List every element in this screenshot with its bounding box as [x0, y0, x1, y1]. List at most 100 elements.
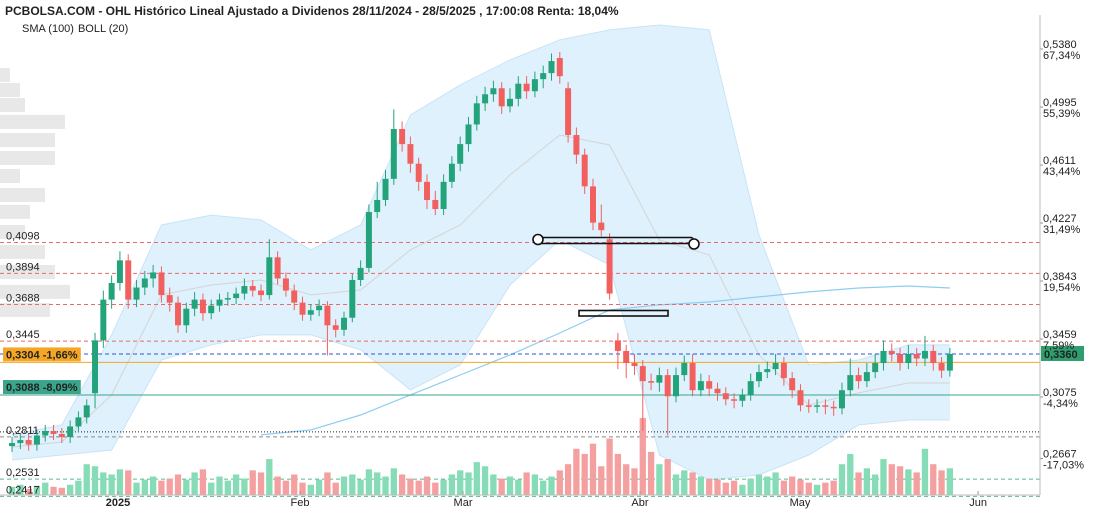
volume-bar [457, 470, 464, 495]
volume-bar [581, 453, 588, 495]
candle-body [797, 390, 804, 406]
volume-profile-bar [0, 204, 30, 219]
x-tick-label: Jun [969, 497, 987, 509]
candle-body [291, 290, 298, 303]
volume-bar [465, 472, 472, 495]
candle-body [191, 299, 198, 309]
volume-bar [714, 479, 721, 495]
candle-body [681, 363, 688, 376]
candle-body [739, 394, 746, 401]
candle-body [341, 317, 347, 330]
bollinger-fill [12, 25, 950, 480]
volume-bar [838, 464, 846, 495]
volume-bar [664, 459, 671, 495]
candle-body [847, 375, 854, 391]
last-price-box [1041, 345, 1084, 361]
volume-bar [166, 478, 173, 495]
candle-body [307, 310, 314, 315]
volume-bar [199, 469, 207, 495]
candle-body [83, 405, 90, 418]
volume-bar [324, 472, 331, 495]
chart-title: PCBOLSA.COM - OHL Histórico Lineal Ajust… [5, 4, 619, 18]
volume-bar [448, 474, 456, 495]
volume-bar [564, 464, 572, 495]
candle-body [672, 375, 679, 397]
candle-body [465, 124, 472, 145]
candle-body [731, 399, 738, 401]
volume-bar [100, 472, 107, 495]
volume-bar [813, 484, 821, 495]
candle-body [365, 212, 372, 268]
volume-bar [224, 480, 231, 495]
volume-profile-bar [0, 67, 10, 82]
y-tick-label: 0,4611 [1043, 155, 1076, 167]
volume-bar [913, 472, 920, 495]
bollinger-upper [11, 24, 950, 436]
volume-profile-bar [0, 97, 25, 112]
candle-body [780, 363, 787, 379]
volume-bar [847, 453, 854, 495]
level-label: 0,2811 [6, 425, 39, 437]
volume-bar [307, 484, 314, 495]
volume-bar [257, 472, 265, 495]
candle-body [830, 406, 837, 409]
candle-body [183, 308, 190, 326]
candle-body [755, 372, 762, 382]
volume-profile-bar [0, 224, 25, 239]
volume-bar [772, 472, 779, 495]
candle-body [938, 363, 945, 371]
candle-body [814, 405, 821, 407]
candle-body [664, 375, 671, 397]
level-label: 0,3894 [6, 261, 40, 273]
volume-bar [17, 484, 24, 495]
volume-bar [423, 476, 431, 495]
last-price-label: 0,3360 [1044, 349, 1078, 361]
volume-bar [515, 479, 522, 495]
volume-bar [764, 476, 771, 495]
candle-body [805, 405, 812, 407]
volume-bar [573, 448, 580, 495]
candle-body [150, 272, 157, 279]
volume-bar [91, 466, 99, 495]
volume-bar [299, 482, 306, 495]
y2-tick-label: 67,34% [1043, 50, 1081, 62]
candle-body [531, 79, 538, 92]
volume-bar [25, 488, 32, 495]
volume-bar [66, 484, 74, 495]
volume-profile-bar [0, 264, 55, 279]
candle-body [573, 135, 580, 155]
volume-bar [747, 478, 754, 495]
volume-bar [291, 474, 298, 495]
candle-body [316, 305, 323, 311]
candle-body [100, 299, 107, 341]
candle-body [175, 302, 182, 326]
candle-body [332, 325, 339, 330]
candle-body [581, 154, 588, 187]
candle-body [822, 405, 829, 407]
candle-body [648, 381, 655, 383]
candle-body [324, 305, 331, 326]
candle-body [515, 83, 522, 99]
volume-bar [357, 479, 364, 495]
volume-bar [523, 472, 530, 495]
drawn-handle [532, 233, 544, 246]
volume-bar [540, 480, 547, 495]
candle-body [507, 98, 513, 107]
volume-bar [681, 470, 688, 495]
candle-body [58, 433, 65, 438]
candle-body [216, 299, 223, 306]
volume-bar [50, 486, 57, 495]
y2-tick-label: 7,59% [1043, 340, 1074, 352]
volume-bar [722, 482, 729, 495]
candle-body [789, 378, 796, 391]
candle-body [357, 267, 364, 280]
candle-body [913, 353, 920, 359]
volume-bar [598, 466, 605, 495]
legend-entry: BOLL (20) [78, 23, 128, 35]
candle-body [208, 305, 215, 314]
candle-body [199, 299, 206, 314]
candle-body [656, 375, 663, 383]
volume-bar [631, 468, 638, 495]
volume-bar [730, 480, 738, 495]
volume-profile-bar [0, 187, 45, 202]
